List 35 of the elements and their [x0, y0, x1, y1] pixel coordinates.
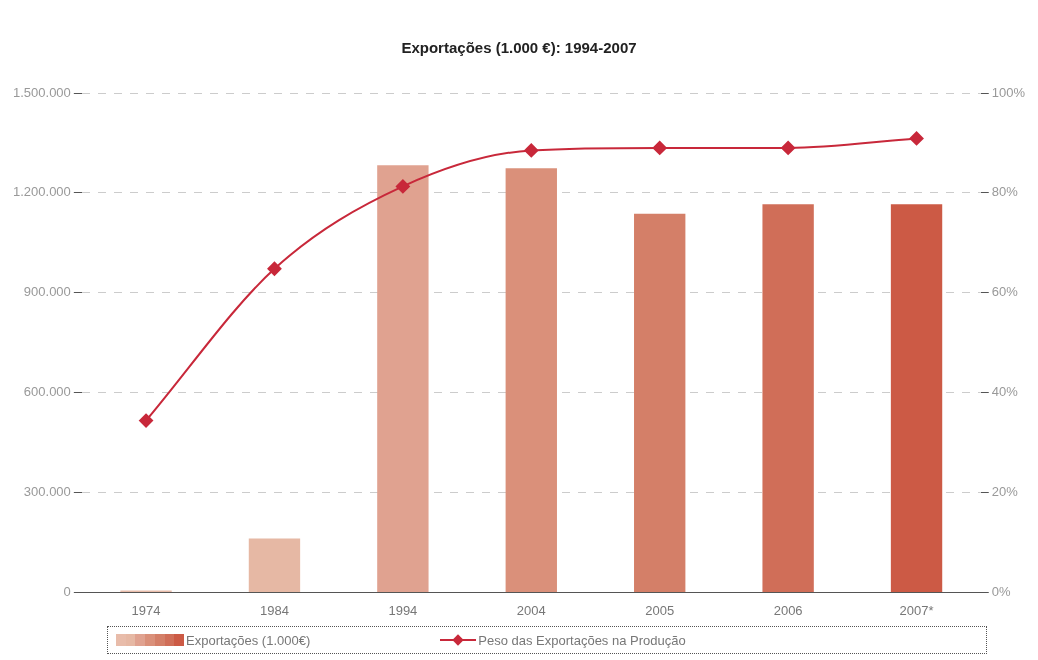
- legend-label: Peso das Exportações na Produção: [478, 632, 686, 648]
- chart-title: Exportações (1.000 €): 1994-2007: [401, 39, 637, 57]
- x-tick-label: 1984: [260, 602, 289, 618]
- bar: [634, 213, 686, 592]
- y-tick-label: 0: [63, 583, 71, 599]
- legend-label: Exportações (1.000€): [186, 632, 311, 648]
- y-tick-label: 600.000: [23, 384, 71, 400]
- point: [267, 261, 282, 276]
- y-tick-label: 300.000: [23, 484, 71, 500]
- y2-tick-label: 40%: [991, 384, 1019, 400]
- point: [524, 143, 539, 158]
- x-tick-label: 1994: [388, 602, 418, 618]
- bar: [890, 204, 943, 592]
- y2-tick-label: 0%: [991, 583, 1011, 599]
- x-tick-label: 2007*: [899, 602, 934, 618]
- bar: [377, 165, 429, 592]
- y2-tick-label: 20%: [991, 484, 1019, 500]
- point: [781, 140, 796, 155]
- y-tick-label: 1.200.000: [12, 184, 71, 200]
- x-tick-label: 2004: [516, 602, 546, 618]
- bar: [505, 168, 557, 592]
- y2-tick-label: 80%: [991, 184, 1019, 200]
- y-tick-label: 1.500.000: [12, 84, 71, 100]
- bar: [248, 538, 301, 592]
- y-tick-label: 900.000: [23, 284, 71, 300]
- point: [909, 131, 924, 146]
- point: [139, 413, 154, 428]
- bar: [762, 204, 814, 592]
- point: [652, 140, 667, 155]
- y2-tick-label: 60%: [991, 284, 1019, 300]
- x-tick-label: 2006: [773, 602, 803, 618]
- y2-tick-label: 100%: [991, 84, 1026, 100]
- x-tick-label: 1974: [131, 602, 161, 618]
- x-tick-label: 2005: [645, 602, 675, 618]
- point: [395, 179, 410, 194]
